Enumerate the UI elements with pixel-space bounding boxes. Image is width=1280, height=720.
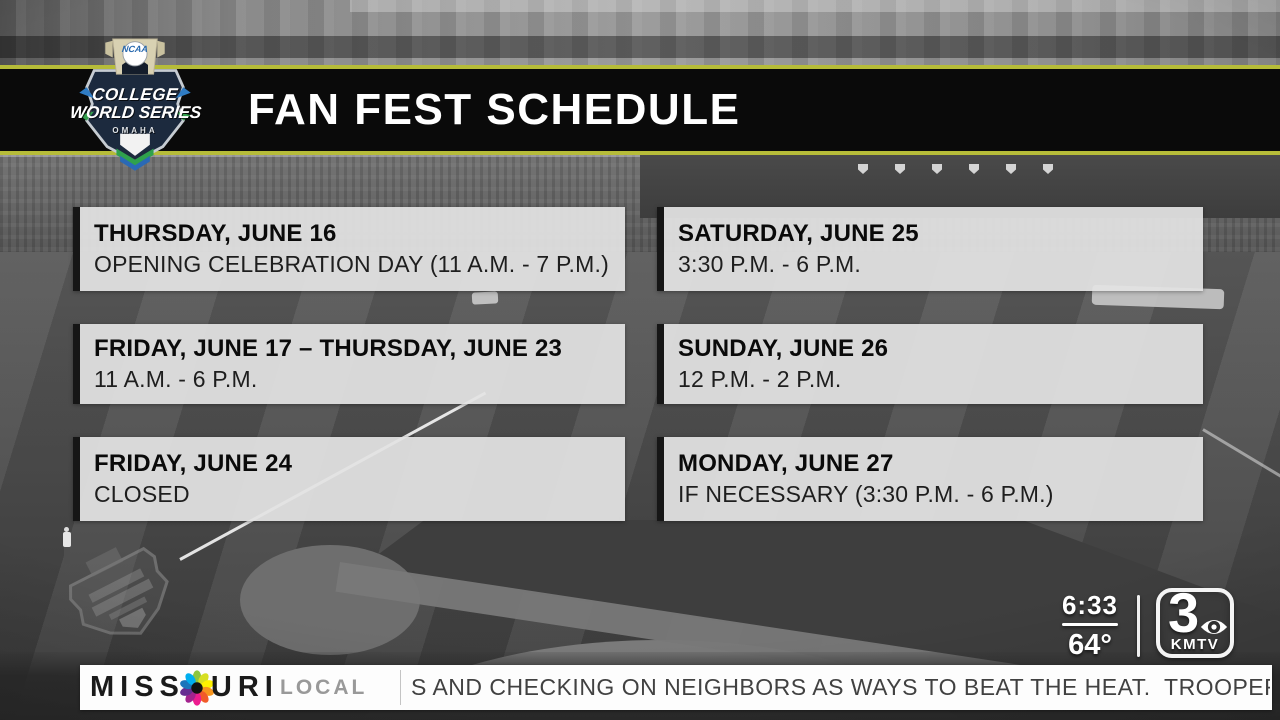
schedule-card: FRIDAY, JUNE 24 CLOSED (73, 437, 625, 521)
schedule-card: THURSDAY, JUNE 16 OPENING CELEBRATION DA… (73, 207, 625, 291)
missouri-logo: MISS URI (90, 665, 279, 710)
schedule-detail: IF NECESSARY (3:30 P.M. - 6 P.M.) (678, 481, 1054, 507)
player-torso (63, 532, 71, 547)
schedule-day: SATURDAY, JUNE 25 (678, 220, 919, 247)
schedule-day: SUNDAY, JUNE 26 (678, 335, 889, 362)
schedule-card: SATURDAY, JUNE 25 3:30 P.M. - 6 P.M. (657, 207, 1203, 291)
news-ticker: MISS URI LOCAL S AND CH (80, 665, 1272, 710)
pennant-icon (1006, 164, 1016, 174)
schedule-day: FRIDAY, JUNE 17 – THURSDAY, JUNE 23 (94, 335, 563, 362)
channel-number: 3 (1168, 581, 1200, 644)
station-call-sign: KMTV (1170, 636, 1220, 653)
cws-logo-badge: NCAA COLLEGE WORLD SERIES OMAHA (69, 33, 203, 173)
schedule-detail: OPENING CELEBRATION DAY (11 A.M. - 7 P.M… (94, 251, 609, 277)
ticker-headline-text: S AND CHECKING ON NEIGHBORS AS WAYS TO B… (411, 674, 1270, 700)
time-temp-bug: 6:33 64° (1056, 590, 1124, 662)
schedule-detail: 12 P.M. - 2 P.M. (678, 366, 842, 392)
player-figure (62, 527, 72, 564)
bug-separator-line (1137, 595, 1140, 657)
pennant-icon (895, 164, 905, 174)
page-title: FAN FEST SCHEDULE (248, 85, 741, 134)
schedule-card: FRIDAY, JUNE 17 – THURSDAY, JUNE 23 11 A… (73, 324, 625, 404)
pennant-icon (1043, 164, 1053, 174)
player-legs (64, 547, 70, 564)
pennant-icon (858, 164, 868, 174)
tree-line (0, 36, 1280, 58)
schedule-card: MONDAY, JUNE 27 IF NECESSARY (3:30 P.M. … (657, 437, 1203, 521)
schedule-day: MONDAY, JUNE 27 (678, 450, 894, 477)
field-equipment (471, 291, 499, 305)
kmtv-3-logo: 3 KMTV (1156, 581, 1234, 658)
missouri-wordmark-post: URI (210, 671, 279, 703)
ncaa-label: NCAA (121, 44, 149, 54)
time-temp-divider (1062, 623, 1118, 626)
pennant-icon (932, 164, 942, 174)
missouri-wordmark-pre: MISS (90, 671, 185, 703)
logo-city: OMAHA (112, 126, 158, 135)
schedule-detail: CLOSED (94, 481, 190, 507)
schedule-day: FRIDAY, JUNE 24 (94, 450, 293, 477)
cws-shield-icon (79, 38, 191, 171)
ticker-category-label: LOCAL (280, 675, 368, 699)
schedule-detail: 3:30 P.M. - 6 P.M. (678, 251, 862, 277)
missouri-flower-icon (180, 669, 214, 706)
cbs-eye-icon (1200, 620, 1228, 634)
schedule-day: THURSDAY, JUNE 16 (94, 220, 337, 247)
schedule-detail: 11 A.M. - 6 P.M. (94, 366, 258, 392)
temperature: 64° (1068, 629, 1112, 661)
painted-cws-field-logo (69, 546, 169, 635)
ticker-separator (400, 670, 401, 705)
logo-line2: WORLD SERIES (69, 103, 203, 122)
sky-highlight (350, 0, 1280, 12)
logo-line1: COLLEGE (91, 85, 179, 104)
clock-time: 6:33 (1061, 590, 1119, 620)
schedule-card: SUNDAY, JUNE 26 12 P.M. - 2 P.M. (657, 324, 1203, 404)
headline-banner (0, 65, 1280, 155)
player-head (64, 527, 69, 532)
stadium-photo-skyline (0, 0, 1280, 65)
pennant-icon (969, 164, 979, 174)
buildings-texture (0, 0, 1280, 65)
